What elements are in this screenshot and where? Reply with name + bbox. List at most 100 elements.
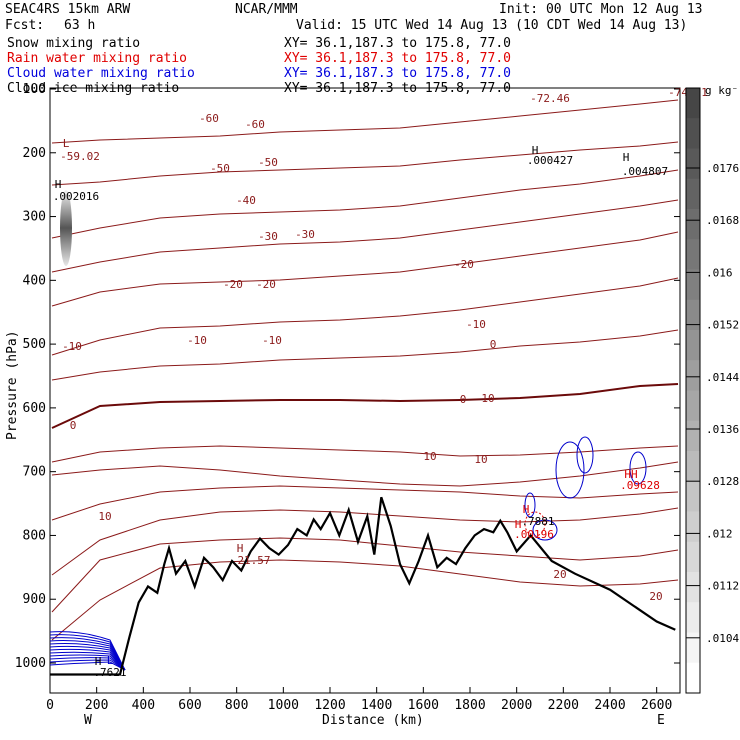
temperature-contour — [51, 329, 679, 381]
cloud-water-contour — [532, 519, 558, 541]
contour-label: -10 — [262, 334, 282, 347]
colorbar-swatch — [686, 602, 700, 633]
contour-label: -10 — [187, 334, 207, 347]
y-tick-label: 800 — [23, 528, 46, 543]
x-tick-label: 200 — [85, 698, 108, 713]
extrema-label: H — [532, 144, 539, 157]
colorbar-tick-label: .0128 — [706, 475, 739, 488]
colorbar-tick-label: .0152 — [706, 319, 739, 332]
x-tick-label: 1200 — [314, 698, 345, 713]
colorbar-tick-label: .016 — [706, 266, 733, 279]
contour-label: 10 — [474, 453, 487, 466]
extrema-label: HH — [624, 468, 637, 481]
colorbar-swatch — [686, 662, 700, 694]
extrema-label: H — [623, 151, 630, 164]
y-tick-label: 100 — [23, 82, 46, 97]
colorbar-swatch — [686, 481, 700, 512]
plot-frame — [49, 87, 681, 694]
temperature-contour — [51, 485, 679, 521]
contour-label: -50 — [210, 162, 230, 175]
field-snow-name: Snow mixing ratio — [7, 36, 140, 51]
x-axis: 0 200 400 600 800 1000 1200 1400 1600 1800 2000 220… — [46, 687, 672, 713]
x-tick-label: 400 — [132, 698, 155, 713]
extrema-label: H — [523, 503, 530, 516]
contour-label: 10 — [481, 392, 494, 405]
snow-plume — [60, 190, 72, 266]
colorbar-tick-label: .0136 — [706, 423, 739, 436]
terrain-layer — [50, 496, 676, 676]
colorbar-swatch — [686, 632, 700, 664]
cloud-water-contour — [49, 651, 126, 671]
colorbar-swatch — [686, 330, 700, 361]
valid-time: Valid: 15 UTC Wed 14 Aug 13 (10 CDT Wed … — [296, 18, 687, 33]
temperature-contour — [51, 277, 679, 356]
y-tick-label: 900 — [23, 592, 46, 607]
extrema-label: L — [63, 137, 70, 150]
temperature-contour — [51, 507, 679, 576]
x-tick-label: 2200 — [548, 698, 579, 713]
extrema-label: -59.02 — [60, 150, 100, 163]
extrema-label: H — [515, 518, 522, 531]
contour-label: -20 — [256, 278, 276, 291]
x-endpoint-east: E — [657, 713, 665, 728]
colorbar-frame — [685, 87, 701, 694]
y-tick-label: 200 — [23, 146, 46, 161]
mixing-ratio-features — [49, 190, 647, 671]
extrema-label: .00196 — [514, 528, 554, 541]
contour-label: -60 — [199, 112, 219, 125]
colorbar-swatch — [686, 390, 700, 422]
cloud-water-contour — [49, 637, 126, 671]
contour-label: 20 — [649, 590, 662, 603]
field-rain-name: Rain water mixing ratio — [7, 51, 187, 66]
contour-label: -72.46 — [530, 92, 570, 105]
cloud-water-contour — [555, 441, 585, 499]
contour-label: 0 — [490, 338, 497, 351]
cloud-water-contour — [524, 492, 536, 518]
contour-label: 0 — [460, 393, 467, 406]
contour-label: 0 — [70, 419, 77, 432]
colorbar-swatch — [686, 572, 700, 603]
colorbar-tick-label: .0168 — [706, 214, 739, 227]
extrema-label: .7621 — [93, 666, 126, 679]
cloud-water-contour — [49, 631, 126, 671]
cloud-water-contour — [49, 634, 126, 671]
contour-label: -40 — [236, 194, 256, 207]
contour-label: 20 — [553, 568, 566, 581]
colorbar-swatch — [686, 239, 700, 270]
contour-labels: -72.46-74.01-60-60-50-50-40-30-30-20-20-… — [53, 86, 708, 679]
contour-label: 10 — [98, 510, 111, 523]
cloud-water-contour — [576, 436, 594, 474]
cloud-water-contour — [49, 659, 126, 671]
cloud-water-contour — [49, 645, 126, 671]
contour-label: -20 — [454, 258, 474, 271]
colorbar-swatch — [686, 420, 700, 452]
x-tick-label: 2600 — [641, 698, 672, 713]
extrema-label: .09628 — [620, 479, 660, 492]
cloud-water-contour — [629, 451, 647, 485]
model-title: SEAC4RS 15km ARW — [5, 2, 130, 17]
center-label: NCAR/MMM — [235, 2, 298, 17]
extrema-label: .000427 — [527, 154, 573, 167]
cloud-water-contour — [49, 648, 126, 671]
temperature-contour — [51, 169, 679, 239]
x-tick-label: 600 — [178, 698, 201, 713]
temperature-contour — [51, 461, 679, 487]
contour-label: 10 — [423, 450, 436, 463]
x-tick-label: 1800 — [454, 698, 485, 713]
contour-label: -60 — [245, 118, 265, 131]
x-tick-label: 800 — [225, 698, 248, 713]
y-tick-label: 600 — [23, 401, 46, 416]
y-tick-label: 300 — [23, 210, 46, 225]
cloud-water-contour — [49, 640, 126, 671]
colorbar-swatch — [686, 178, 700, 210]
colorbar-tick-label: .012 — [706, 527, 733, 540]
colorbar-tick-label: .0104 — [706, 632, 739, 645]
extrema-label: H — [95, 655, 102, 668]
x-tick-label: 2000 — [501, 698, 532, 713]
temperature-contour — [51, 559, 679, 641]
temperature-contour — [51, 199, 679, 273]
colorbar-swatch — [686, 209, 700, 240]
colorbar-swatch — [686, 148, 700, 180]
